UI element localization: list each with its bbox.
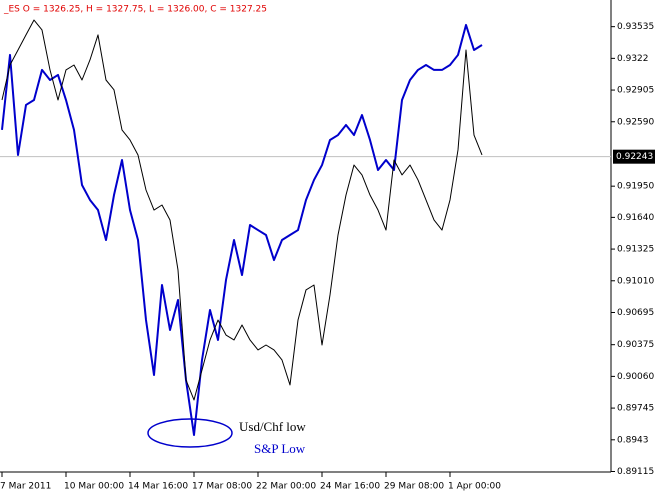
y-tick-label: 0.92590: [617, 117, 654, 127]
annotation: Usd/Chf low: [239, 419, 306, 434]
annotation: S&P Low: [254, 441, 306, 456]
x-tick-label: 24 Mar 16:00: [320, 482, 380, 492]
x-tick-label: 7 Mar 2011: [0, 482, 51, 492]
y-tick-label: 0.9322: [617, 54, 649, 64]
annotation-ellipse: [147, 418, 233, 448]
series-line: [1, 23, 483, 436]
y-tick-label: 0.90695: [617, 308, 654, 318]
x-tick-label: 22 Mar 00:00: [256, 482, 316, 492]
y-tick-label: 0.90375: [617, 340, 654, 350]
header: _ES O = 1326.25, H = 1327.75, L = 1326.0…: [3, 5, 267, 15]
current-price-box: [613, 149, 655, 164]
y-tick-label: 0.91640: [617, 213, 654, 223]
y-tick-label: 0.91950: [617, 182, 654, 192]
series-line: [1, 19, 483, 401]
x-tick-label: 14 Mar 16:00: [128, 482, 188, 492]
y-tick-label: 0.91325: [617, 245, 654, 255]
x-tick-label: 29 Mar 08:00: [384, 482, 444, 492]
y-tick-label: 0.91010: [617, 276, 654, 286]
current-price-label: 0.92243: [616, 152, 653, 162]
x-tick-label: 17 Mar 08:00: [192, 482, 252, 492]
y-tick-label: 0.93535: [617, 22, 654, 32]
x-tick-label: 10 Mar 00:00: [64, 482, 124, 492]
x-tick-label: 1 Apr 00:00: [448, 482, 501, 492]
y-tick-label: 0.92905: [617, 86, 654, 96]
y-tick-label: 0.8943: [617, 435, 649, 445]
y-tick-label: 0.90060: [617, 372, 654, 382]
y-tick-label: 0.89115: [617, 467, 654, 477]
y-tick-label: 0.89745: [617, 404, 654, 414]
